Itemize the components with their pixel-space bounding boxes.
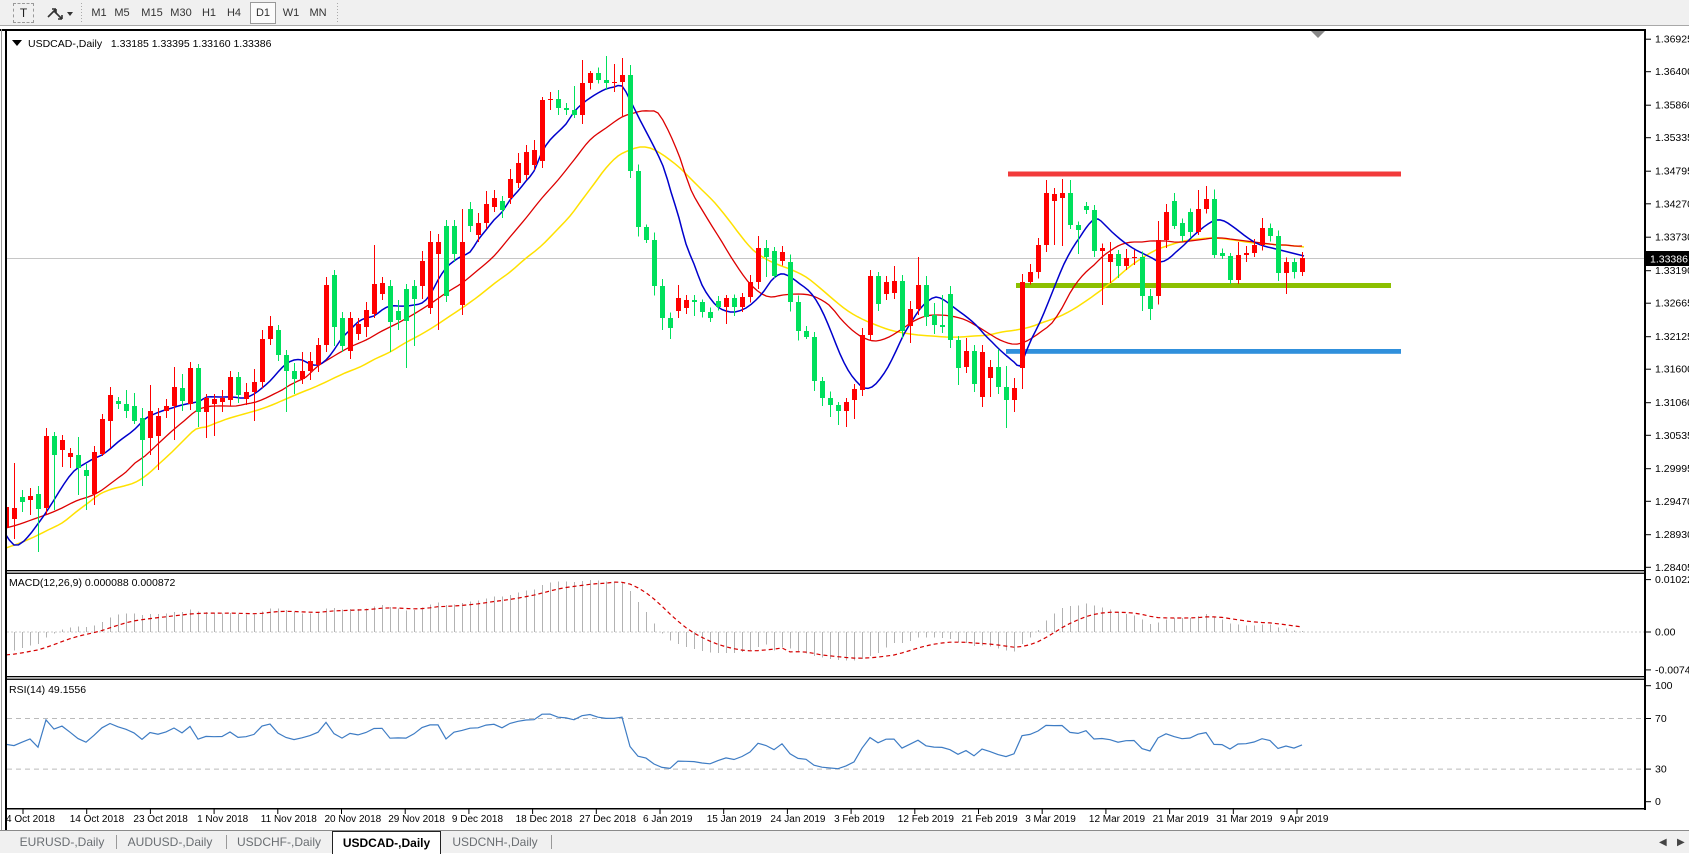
- svg-text:1.35860: 1.35860: [1655, 100, 1689, 112]
- svg-text:15 Jan 2019: 15 Jan 2019: [707, 814, 762, 825]
- svg-text:27 Dec 2018: 27 Dec 2018: [579, 814, 636, 825]
- svg-text:21 Mar 2019: 21 Mar 2019: [1153, 814, 1210, 825]
- svg-text:1.29470: 1.29470: [1655, 496, 1689, 508]
- svg-text:0.010229: 0.010229: [1655, 574, 1689, 586]
- svg-text:1.35335: 1.35335: [1655, 132, 1689, 144]
- svg-text:1.28930: 1.28930: [1655, 529, 1689, 541]
- svg-text:1.34270: 1.34270: [1655, 198, 1689, 210]
- svg-text:30: 30: [1655, 764, 1667, 776]
- svg-text:6 Jan 2019: 6 Jan 2019: [643, 814, 693, 825]
- svg-text:14 Oct 2018: 14 Oct 2018: [70, 814, 125, 825]
- svg-text:29 Nov 2018: 29 Nov 2018: [388, 814, 445, 825]
- svg-text:1.28405: 1.28405: [1655, 562, 1689, 574]
- svg-text:70: 70: [1655, 713, 1667, 725]
- svg-text:1.29995: 1.29995: [1655, 463, 1689, 475]
- svg-text:USDCAD-,Daily 1.33185 1.3339: USDCAD-,Daily 1.33185 1.33395 1.33160 1.…: [28, 38, 272, 50]
- svg-text:1.36400: 1.36400: [1655, 66, 1689, 78]
- svg-text:3 Feb 2019: 3 Feb 2019: [834, 814, 885, 825]
- svg-text:1.31060: 1.31060: [1655, 397, 1689, 409]
- svg-text:MACD(12,26,9) 0.000088 0.00087: MACD(12,26,9) 0.000088 0.000872: [9, 577, 176, 589]
- svg-text:0.00: 0.00: [1655, 627, 1676, 639]
- svg-text:1.32665: 1.32665: [1655, 298, 1689, 310]
- svg-text:12 Feb 2019: 12 Feb 2019: [898, 814, 955, 825]
- svg-text:100: 100: [1655, 680, 1673, 692]
- svg-text:31 Mar 2019: 31 Mar 2019: [1216, 814, 1273, 825]
- svg-text:1.30535: 1.30535: [1655, 430, 1689, 442]
- svg-text:1.34795: 1.34795: [1655, 166, 1689, 178]
- svg-text:1.33730: 1.33730: [1655, 232, 1689, 244]
- svg-text:1.33386: 1.33386: [1650, 254, 1688, 266]
- svg-text:18 Dec 2018: 18 Dec 2018: [516, 814, 573, 825]
- svg-text:24 Jan 2019: 24 Jan 2019: [770, 814, 825, 825]
- svg-text:1.32125: 1.32125: [1655, 331, 1689, 343]
- svg-text:RSI(14) 49.1556: RSI(14) 49.1556: [9, 684, 86, 696]
- svg-text:21 Feb 2019: 21 Feb 2019: [962, 814, 1019, 825]
- svg-text:9 Apr 2019: 9 Apr 2019: [1280, 814, 1329, 825]
- svg-text:1 Nov 2018: 1 Nov 2018: [197, 814, 249, 825]
- svg-text:-0.007477: -0.007477: [1655, 664, 1689, 676]
- svg-text:20 Nov 2018: 20 Nov 2018: [325, 814, 382, 825]
- svg-text:0: 0: [1655, 796, 1661, 808]
- svg-text:12 Mar 2019: 12 Mar 2019: [1089, 814, 1146, 825]
- svg-text:11 Nov 2018: 11 Nov 2018: [261, 814, 317, 825]
- svg-text:1.31600: 1.31600: [1655, 364, 1689, 376]
- svg-text:3 Mar 2019: 3 Mar 2019: [1025, 814, 1076, 825]
- svg-text:9 Dec 2018: 9 Dec 2018: [452, 814, 504, 825]
- svg-text:23 Oct 2018: 23 Oct 2018: [133, 814, 188, 825]
- svg-text:1.33190: 1.33190: [1655, 265, 1689, 277]
- svg-text:4 Oct 2018: 4 Oct 2018: [6, 814, 55, 825]
- svg-text:1.36925: 1.36925: [1655, 34, 1689, 46]
